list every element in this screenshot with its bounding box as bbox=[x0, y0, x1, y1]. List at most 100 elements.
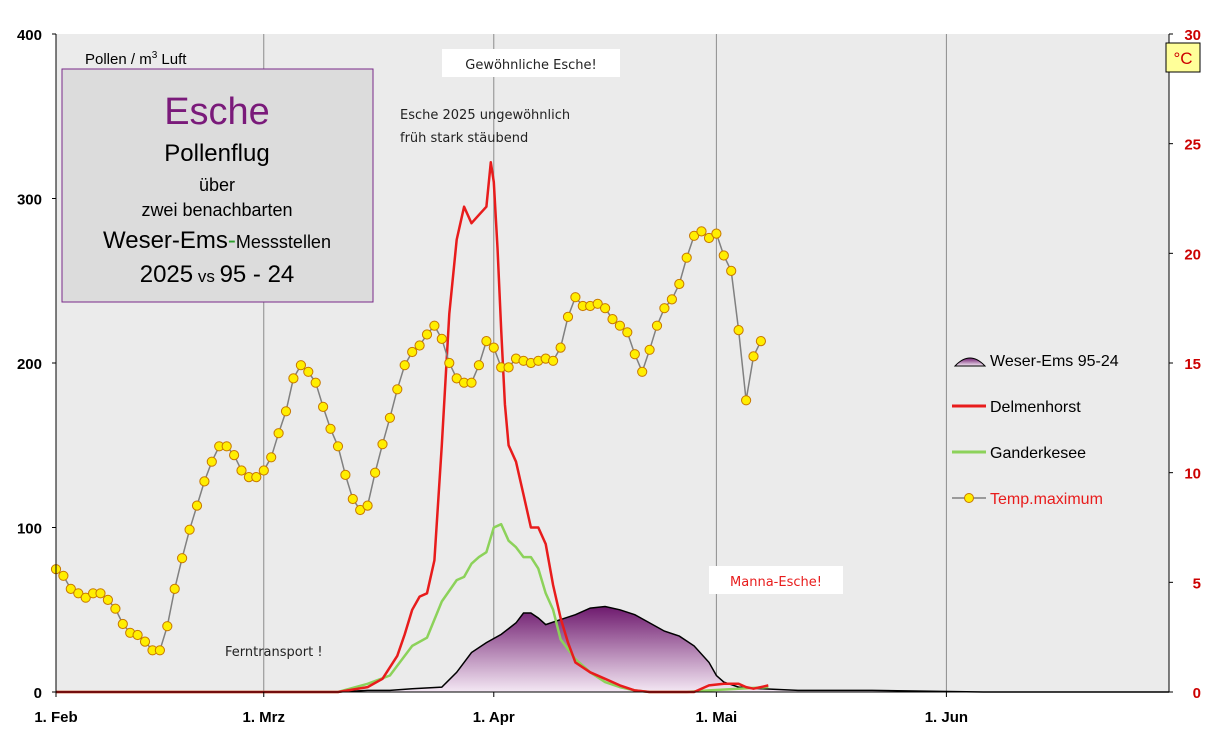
temp-point-94 bbox=[748, 351, 759, 362]
temp-point-4 bbox=[80, 592, 91, 603]
temp-point-24 bbox=[229, 450, 240, 461]
title-esche: Esche bbox=[164, 91, 270, 133]
temp-point-1 bbox=[58, 570, 69, 581]
temp-point-53 bbox=[444, 357, 455, 369]
temp-point-9 bbox=[117, 618, 128, 630]
temp-point-59 bbox=[488, 342, 499, 353]
xtick-label-0: 1. Feb bbox=[34, 709, 77, 726]
temp-point-46 bbox=[392, 384, 403, 395]
title-zwei: zwei benachbarten bbox=[141, 200, 292, 220]
title-pollenflug: Pollenflug bbox=[164, 140, 269, 167]
title-weser-ems: Weser-Ems bbox=[103, 227, 228, 254]
temp-point-33 bbox=[295, 360, 306, 371]
temp-point-39 bbox=[340, 469, 351, 480]
temp-point-84 bbox=[674, 278, 685, 290]
ytick-left-label-3: 300 bbox=[17, 192, 42, 209]
ytick-left-label-0: 0 bbox=[34, 685, 42, 702]
temp-point-67 bbox=[548, 355, 559, 366]
annot-gewoehnliche: Gewöhnliche Esche! bbox=[465, 58, 596, 73]
title-messstellen: Messstellen bbox=[236, 232, 331, 252]
legend-weser-ems-label: Weser-Ems 95-24 bbox=[990, 353, 1119, 370]
temp-point-85 bbox=[681, 252, 692, 263]
temp-point-19 bbox=[191, 500, 203, 511]
temp-point-54 bbox=[451, 373, 462, 384]
temp-point-11 bbox=[132, 629, 143, 641]
temp-point-45 bbox=[384, 412, 395, 423]
temp-point-20 bbox=[199, 476, 210, 487]
temp-point-69 bbox=[562, 311, 574, 322]
temp-point-75 bbox=[607, 314, 618, 325]
temp-point-87 bbox=[696, 226, 707, 237]
ytick-right-label-5: 25 bbox=[1184, 137, 1201, 154]
temp-point-35 bbox=[310, 377, 321, 388]
temp-point-3 bbox=[73, 588, 84, 599]
temp-point-44 bbox=[377, 439, 388, 450]
title-box-frame bbox=[61, 68, 374, 303]
temp-point-34 bbox=[303, 366, 314, 377]
ytick-right-label-6: 30 bbox=[1184, 27, 1201, 44]
temp-point-50 bbox=[421, 329, 433, 340]
annot-gewoehnliche-box bbox=[442, 49, 620, 77]
temp-point-38 bbox=[332, 441, 344, 452]
title-dash: - bbox=[228, 227, 236, 254]
temp-point-41 bbox=[355, 504, 366, 516]
ytick-right-label-4: 20 bbox=[1184, 246, 1201, 263]
temp-point-90 bbox=[718, 250, 729, 261]
temp-point-86 bbox=[689, 230, 700, 241]
temp-point-36 bbox=[318, 401, 329, 412]
series-weser-ems-area bbox=[56, 606, 1169, 692]
temp-point-25 bbox=[236, 465, 247, 476]
annot-manna: Manna-Esche! bbox=[730, 575, 822, 590]
ytick-right-label-0: 0 bbox=[1193, 685, 1201, 702]
temp-point-27 bbox=[251, 472, 262, 483]
temp-point-47 bbox=[399, 360, 410, 371]
temp-point-8 bbox=[110, 603, 121, 614]
temp-point-76 bbox=[614, 320, 626, 331]
legend-temp-label: Temp.maximum bbox=[990, 491, 1103, 508]
y-axis-right-label-box bbox=[1165, 42, 1201, 73]
y-axis-right-label: °C bbox=[1173, 49, 1192, 68]
temp-point-77 bbox=[622, 327, 633, 338]
temp-point-70 bbox=[570, 292, 581, 303]
temp-point-56 bbox=[466, 377, 477, 388]
title-weser-ems-line: Weser-Ems-Messstellen bbox=[103, 227, 331, 254]
legend-delmenhorst-label: Delmenhorst bbox=[990, 399, 1081, 416]
ytick-left-label-2: 200 bbox=[17, 356, 42, 373]
legend-temp-marker bbox=[964, 493, 974, 503]
legend-ganderkesee-label: Ganderkesee bbox=[990, 445, 1086, 462]
ytick-right-label-3: 15 bbox=[1184, 356, 1201, 373]
xtick-label-3: 1. Mai bbox=[696, 709, 738, 726]
temp-point-6 bbox=[95, 588, 106, 599]
title-vs: vs bbox=[193, 267, 219, 286]
temp-point-43 bbox=[370, 467, 381, 478]
temp-point-58 bbox=[481, 336, 492, 347]
ytick-left-label-1: 100 bbox=[17, 521, 42, 538]
temp-point-14 bbox=[154, 645, 165, 656]
temp-point-29 bbox=[266, 452, 277, 463]
temp-point-68 bbox=[555, 342, 566, 353]
temp-point-18 bbox=[184, 524, 195, 535]
annot-ungewoehnlich-1: Esche 2025 ungewöhnlich bbox=[400, 108, 570, 123]
temp-point-81 bbox=[651, 320, 663, 331]
temp-point-93 bbox=[741, 395, 752, 406]
xtick-label-1: 1. Mrz bbox=[243, 709, 286, 726]
temp-point-32 bbox=[288, 373, 299, 384]
temp-point-21 bbox=[206, 456, 217, 467]
ytick-right-label-2: 10 bbox=[1184, 466, 1201, 483]
temp-point-92 bbox=[733, 325, 744, 336]
temp-point-48 bbox=[407, 346, 418, 358]
xtick-label-4: 1. Jun bbox=[925, 709, 968, 726]
temp-point-42 bbox=[362, 500, 373, 511]
temp-point-49 bbox=[414, 340, 425, 351]
temp-point-57 bbox=[473, 360, 484, 371]
annot-ungewoehnlich-2: früh stark stäubend bbox=[400, 131, 528, 146]
temp-point-83 bbox=[666, 294, 678, 305]
temp-point-82 bbox=[659, 303, 670, 314]
ytick-left-label-4: 400 bbox=[17, 27, 42, 44]
temp-point-12 bbox=[139, 636, 151, 647]
temp-point-51 bbox=[429, 320, 440, 331]
temp-point-15 bbox=[162, 621, 173, 632]
temp-point-74 bbox=[600, 303, 611, 314]
temp-point-52 bbox=[436, 333, 447, 344]
